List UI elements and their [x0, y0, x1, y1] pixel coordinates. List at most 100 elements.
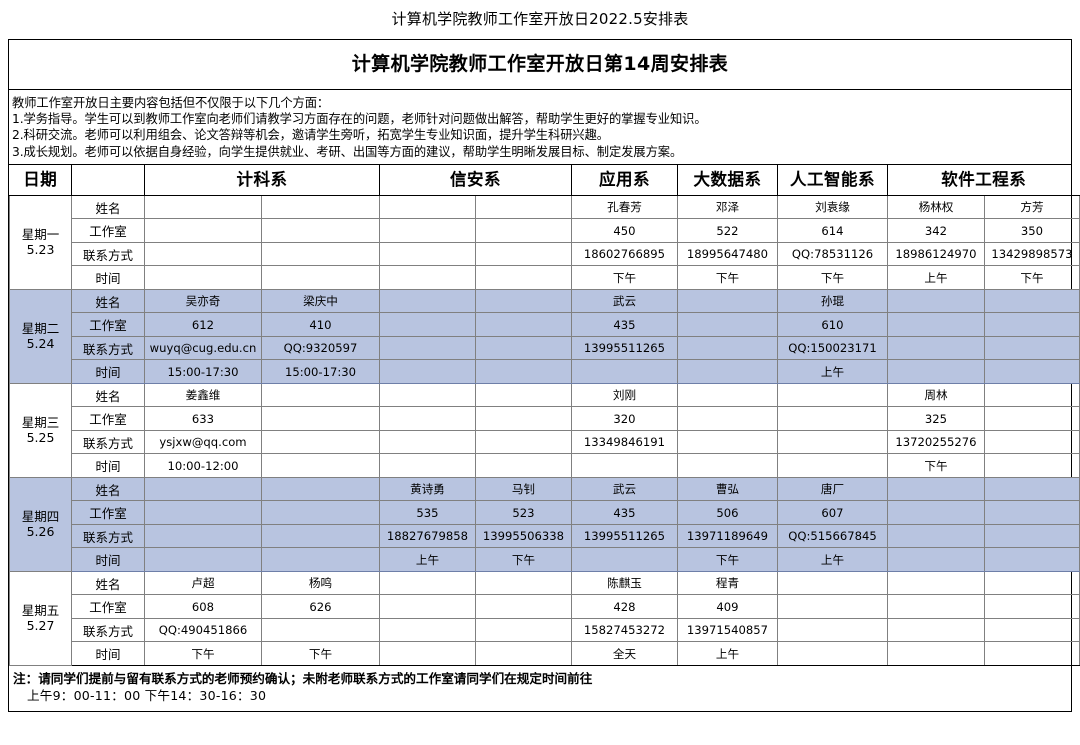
- data-cell: 下午: [261, 641, 380, 666]
- data-cell: 410: [261, 312, 380, 337]
- data-cell: [677, 453, 778, 478]
- data-cell: [475, 617, 572, 643]
- data-cell: [777, 570, 888, 596]
- data-cell: [261, 265, 380, 290]
- header-department: 人工智能系: [777, 164, 888, 196]
- data-cell: [379, 288, 476, 314]
- field-label: 工作室: [71, 406, 145, 431]
- data-cell: ysjxw@qq.com: [144, 429, 262, 455]
- data-cell: [379, 594, 476, 619]
- data-cell: [144, 241, 262, 267]
- table-row: 星期四 5.26 姓名 黄诗勇 马钊 武云 曹弘 唐厂: [9, 476, 1080, 572]
- data-cell: 608: [144, 594, 262, 619]
- data-cell: 刘刚: [571, 382, 678, 408]
- data-cell: [475, 641, 572, 666]
- data-cell: QQ:150023171: [777, 335, 888, 361]
- data-cell: [571, 547, 678, 572]
- data-cell: [475, 570, 572, 596]
- header-department: 信安系: [379, 164, 572, 196]
- day-date: 5.27: [26, 618, 55, 634]
- day-name: 星期四: [21, 509, 60, 525]
- table-row: 工作室 450 522 614 342 350: [10, 218, 1080, 243]
- data-cell: 18986124970: [887, 241, 985, 267]
- data-cell: [984, 288, 1080, 314]
- data-cell: [144, 194, 262, 220]
- data-cell: [379, 429, 476, 455]
- data-cell: [777, 594, 888, 619]
- header-date-label: 日期: [9, 164, 72, 196]
- data-cell: [984, 359, 1080, 384]
- data-cell: 武云: [571, 288, 678, 314]
- table-row: 工作室 633 320 325: [10, 406, 1080, 431]
- data-cell: [984, 594, 1080, 619]
- data-cell: 18827679858: [379, 523, 476, 549]
- data-cell: 梁庆中: [261, 288, 380, 314]
- data-cell: 633: [144, 406, 262, 431]
- field-label: 联系方式: [71, 429, 145, 455]
- table-row: 时间 10:00-12:00 下午: [10, 453, 1080, 478]
- data-cell: 15:00-17:30: [144, 359, 262, 384]
- day-cell: 星期三 5.25: [9, 382, 72, 478]
- header-department: 大数据系: [677, 164, 778, 196]
- data-cell: 15827453272: [571, 617, 678, 643]
- data-cell: 435: [571, 312, 678, 337]
- data-cell: [379, 641, 476, 666]
- data-cell: 程青: [677, 570, 778, 596]
- data-cell: 上午: [379, 547, 476, 572]
- data-cell: [261, 406, 380, 431]
- data-cell: 马钊: [475, 476, 572, 502]
- data-cell: [475, 382, 572, 408]
- data-cell: 姜鑫维: [144, 382, 262, 408]
- data-cell: [887, 641, 985, 666]
- data-cell: [261, 453, 380, 478]
- data-cell: 13429898573: [984, 241, 1080, 267]
- data-cell: 325: [887, 406, 985, 431]
- day-cell: 星期四 5.26: [9, 476, 72, 572]
- note-line-primary: 注：请同学们提前与留有联系方式的老师预约确认；未附老师联系方式的工作室请同学们在…: [13, 670, 593, 686]
- data-cell: [984, 312, 1080, 337]
- data-cell: [887, 617, 985, 643]
- day-name: 星期一: [21, 227, 60, 243]
- intro-line: 3.成长规划。老师可以依据自身经验，向学生提供就业、考研、出国等方面的建议，帮助…: [12, 144, 683, 159]
- table-row: 联系方式 wuyq@cug.edu.cn QQ:9320597 13995511265…: [10, 335, 1080, 361]
- field-label: 工作室: [71, 594, 145, 619]
- day-name: 星期五: [21, 603, 60, 619]
- field-label: 联系方式: [71, 335, 145, 361]
- data-cell: 陈麒玉: [571, 570, 678, 596]
- data-cell: 506: [677, 500, 778, 525]
- data-cell: [984, 617, 1080, 643]
- data-cell: 320: [571, 406, 678, 431]
- data-cell: QQ:490451866: [144, 617, 262, 643]
- data-cell: [475, 594, 572, 619]
- data-cell: [677, 382, 778, 408]
- data-cell: 409: [677, 594, 778, 619]
- data-cell: [379, 218, 476, 243]
- data-cell: [379, 570, 476, 596]
- field-label: 时间: [71, 547, 145, 572]
- data-cell: [261, 523, 380, 549]
- data-cell: [984, 335, 1080, 361]
- data-cell: 全天: [571, 641, 678, 666]
- data-cell: [475, 406, 572, 431]
- table-row: 联系方式 ysjxw@qq.com 13349846191 13720255276: [10, 429, 1080, 455]
- data-cell: 上午: [777, 547, 888, 572]
- field-label: 时间: [71, 641, 145, 666]
- data-cell: [475, 312, 572, 337]
- field-label: 时间: [71, 453, 145, 478]
- table-row: 工作室 535 523 435 506 607: [10, 500, 1080, 525]
- data-cell: [379, 312, 476, 337]
- data-cell: [379, 382, 476, 408]
- table-row: 联系方式 18827679858 13995506338 13995511265 139…: [10, 523, 1080, 549]
- footer-note: 注：请同学们提前与留有联系方式的老师预约确认；未附老师联系方式的工作室请同学们在…: [9, 666, 1071, 711]
- data-cell: [144, 218, 262, 243]
- data-cell: [677, 335, 778, 361]
- data-cell: [887, 359, 985, 384]
- data-cell: 428: [571, 594, 678, 619]
- intro-line: 1.学务指导。学生可以到教师工作室向老师们请教学习方面存在的问题，老师针对问题做…: [12, 112, 707, 127]
- data-cell: 上午: [777, 359, 888, 384]
- data-cell: 523: [475, 500, 572, 525]
- data-cell: [984, 641, 1080, 666]
- data-cell: [475, 194, 572, 220]
- data-cell: 下午: [887, 453, 985, 478]
- field-label: 联系方式: [71, 617, 145, 643]
